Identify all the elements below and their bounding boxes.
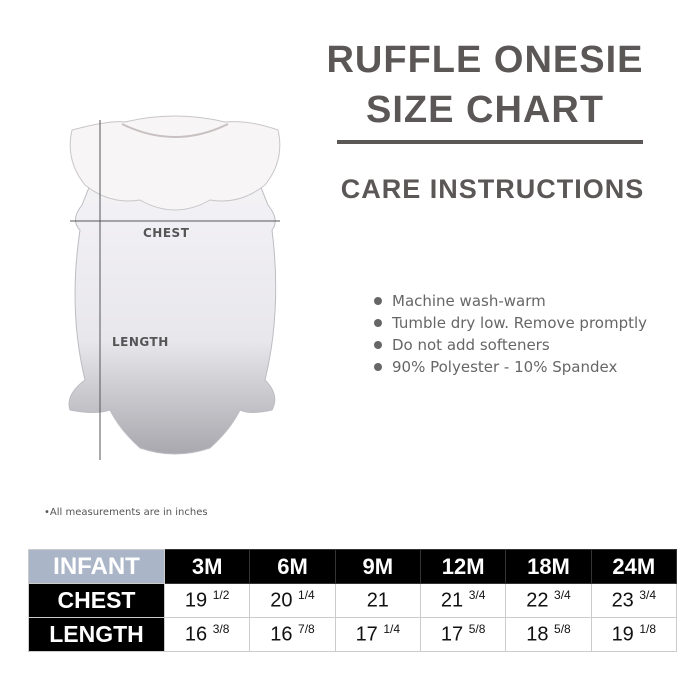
measurement-cell: 19 1/2 — [163, 583, 251, 618]
title-line-1: RUFFLE ONESIE — [326, 39, 644, 81]
care-item: Tumble dry low. Remove promptly — [372, 312, 647, 334]
measurement-cell: 21 3/4 — [419, 583, 507, 618]
bullet-icon — [374, 297, 382, 305]
title-line-2: SIZE CHART — [366, 89, 604, 131]
bullet-icon — [374, 319, 382, 327]
table-row: LENGTH 16 3/8 16 7/8 17 1/4 17 5/8 18 5/8 19 1… — [28, 617, 678, 652]
size-header: 9M — [334, 549, 421, 584]
care-item: Do not add softeners — [372, 334, 647, 356]
row-label: LENGTH — [28, 617, 165, 652]
measurement-cell: 17 1/4 — [334, 617, 421, 652]
care-item: Machine wash-warm — [372, 290, 647, 312]
care-heading: CARE INSTRUCTIONS — [340, 174, 645, 204]
measurement-cell: 18 5/8 — [505, 617, 592, 652]
measurement-cell: 19 1/8 — [590, 617, 678, 652]
measurement-cell: 21 — [334, 583, 421, 618]
bullet-icon — [374, 341, 382, 349]
measurement-note: •All measurements are in inches — [44, 507, 208, 518]
chest-label: CHEST — [143, 226, 190, 240]
corner-cell: INFANT — [28, 549, 165, 584]
size-header: 3M — [163, 549, 251, 584]
size-header: 12M — [419, 549, 507, 584]
size-header: 6M — [249, 549, 336, 584]
onesie-image — [68, 115, 281, 460]
measurement-cell: 17 5/8 — [419, 617, 507, 652]
table-row: CHEST 19 1/2 20 1/4 21 21 3/4 22 3/4 23 3/4 — [28, 583, 678, 618]
measurement-cell: 16 7/8 — [249, 617, 336, 652]
size-header: 24M — [590, 549, 678, 584]
measurement-cell: 16 3/8 — [163, 617, 251, 652]
length-label: LENGTH — [112, 335, 169, 349]
care-item: 90% Polyester - 10% Spandex — [372, 356, 647, 378]
care-list: Machine wash-warm Tumble dry low. Remove… — [372, 290, 647, 378]
measurement-cell: 23 3/4 — [590, 583, 678, 618]
measurement-cell: 22 3/4 — [505, 583, 592, 618]
row-label: CHEST — [28, 583, 165, 618]
size-header: 18M — [505, 549, 592, 584]
size-table: INFANT 3M 6M 9M 12M 18M 24M CHEST 19 1/2 2… — [28, 549, 678, 652]
table-header-row: INFANT 3M 6M 9M 12M 18M 24M — [28, 549, 678, 584]
measurement-cell: 20 1/4 — [249, 583, 336, 618]
bullet-icon — [374, 363, 382, 371]
title-divider — [337, 140, 643, 144]
